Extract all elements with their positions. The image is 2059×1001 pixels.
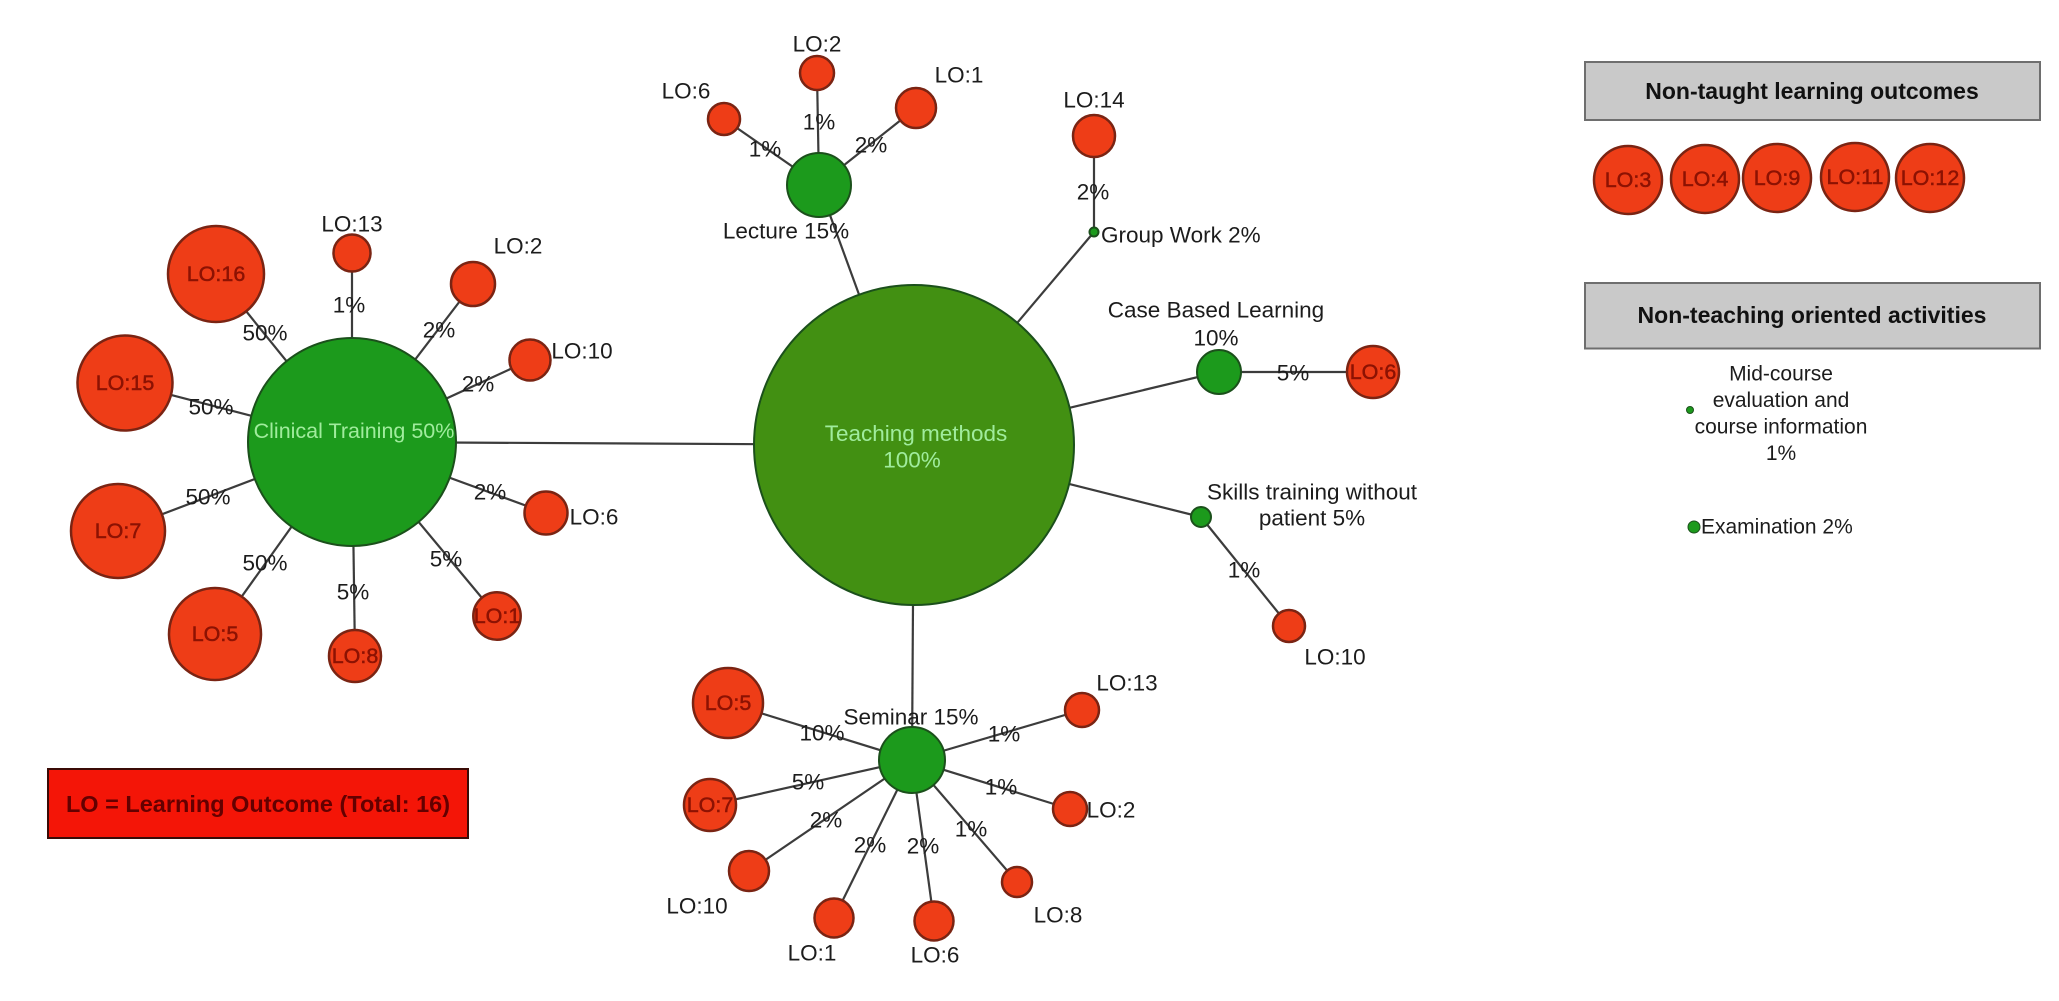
- svg-text:LO:2: LO:2: [1087, 798, 1136, 823]
- svg-text:LO:10: LO:10: [666, 894, 727, 919]
- svg-text:50%: 50%: [185, 485, 230, 510]
- svg-text:LO:1: LO:1: [935, 63, 984, 88]
- svg-text:LO:8: LO:8: [1034, 903, 1083, 928]
- svg-text:LO:4: LO:4: [1682, 167, 1729, 191]
- svg-text:LO:6: LO:6: [1350, 360, 1397, 384]
- svg-text:2%: 2%: [855, 133, 888, 158]
- svg-text:Clinical Training 50%: Clinical Training 50%: [254, 419, 455, 443]
- svg-text:LO:6: LO:6: [911, 943, 960, 968]
- svg-text:patient 5%: patient 5%: [1259, 506, 1365, 531]
- svg-text:1%: 1%: [803, 110, 836, 135]
- svg-text:LO:7: LO:7: [95, 519, 142, 543]
- svg-text:1%: 1%: [955, 817, 988, 842]
- svg-text:Case Based Learning: Case Based Learning: [1108, 298, 1324, 323]
- svg-text:Teaching methods: Teaching methods: [825, 421, 1008, 446]
- svg-text:LO:2: LO:2: [494, 234, 543, 259]
- svg-text:LO:5: LO:5: [192, 622, 239, 646]
- svg-text:10%: 10%: [1193, 326, 1238, 351]
- svg-text:LO = Learning Outcome (Total:: LO = Learning Outcome (Total: 16): [66, 791, 450, 817]
- svg-text:LO:5: LO:5: [705, 691, 752, 715]
- svg-text:Skills training without: Skills training without: [1207, 480, 1418, 505]
- svg-text:LO:1: LO:1: [788, 941, 837, 966]
- svg-text:100%: 100%: [883, 448, 941, 473]
- svg-text:1%: 1%: [333, 293, 366, 318]
- svg-text:course information: course information: [1695, 416, 1868, 439]
- svg-text:Non-teaching oriented activiti: Non-teaching oriented activities: [1638, 302, 1987, 328]
- svg-text:LO:9: LO:9: [1754, 166, 1801, 190]
- svg-text:2%: 2%: [423, 318, 456, 343]
- svg-text:LO:1: LO:1: [474, 604, 521, 628]
- svg-text:LO:13: LO:13: [1096, 671, 1157, 696]
- svg-text:2%: 2%: [474, 480, 507, 505]
- svg-text:50%: 50%: [242, 321, 287, 346]
- svg-text:2%: 2%: [907, 834, 940, 859]
- svg-text:LO:3: LO:3: [1605, 168, 1652, 192]
- svg-text:5%: 5%: [792, 770, 825, 795]
- svg-text:LO:13: LO:13: [321, 212, 382, 237]
- svg-text:LO:10: LO:10: [551, 339, 612, 364]
- svg-text:LO:15: LO:15: [96, 371, 155, 395]
- svg-text:LO:2: LO:2: [793, 32, 842, 57]
- svg-text:Group Work 2%: Group Work 2%: [1101, 223, 1261, 248]
- svg-text:5%: 5%: [430, 547, 463, 572]
- svg-text:50%: 50%: [242, 551, 287, 576]
- svg-text:Examination 2%: Examination 2%: [1701, 516, 1853, 539]
- svg-text:1%: 1%: [985, 775, 1018, 800]
- svg-text:50%: 50%: [188, 395, 233, 420]
- svg-text:evaluation and: evaluation and: [1713, 389, 1850, 412]
- svg-text:LO:16: LO:16: [187, 262, 246, 286]
- svg-text:LO:6: LO:6: [570, 505, 619, 530]
- svg-text:1%: 1%: [988, 722, 1021, 747]
- svg-text:LO:11: LO:11: [1827, 165, 1884, 189]
- svg-text:2%: 2%: [854, 833, 887, 858]
- svg-text:2%: 2%: [462, 372, 495, 397]
- svg-text:LO:14: LO:14: [1063, 88, 1124, 113]
- svg-text:Seminar 15%: Seminar 15%: [843, 705, 978, 730]
- svg-text:Mid-course: Mid-course: [1729, 363, 1833, 386]
- svg-text:LO:6: LO:6: [662, 79, 711, 104]
- svg-text:LO:8: LO:8: [332, 644, 379, 668]
- svg-text:1%: 1%: [749, 137, 782, 162]
- svg-text:Non-taught learning outcomes: Non-taught learning outcomes: [1645, 78, 1979, 104]
- svg-text:LO:7: LO:7: [687, 793, 734, 817]
- svg-text:1%: 1%: [1228, 558, 1261, 583]
- svg-text:LO:10: LO:10: [1304, 645, 1365, 670]
- svg-text:2%: 2%: [1077, 180, 1110, 205]
- svg-text:5%: 5%: [1277, 361, 1310, 386]
- svg-text:5%: 5%: [337, 580, 370, 605]
- svg-text:10%: 10%: [799, 721, 844, 746]
- svg-text:Lecture 15%: Lecture 15%: [723, 219, 849, 244]
- svg-text:2%: 2%: [810, 808, 843, 833]
- svg-text:1%: 1%: [1766, 442, 1796, 465]
- svg-text:LO:12: LO:12: [1901, 166, 1960, 190]
